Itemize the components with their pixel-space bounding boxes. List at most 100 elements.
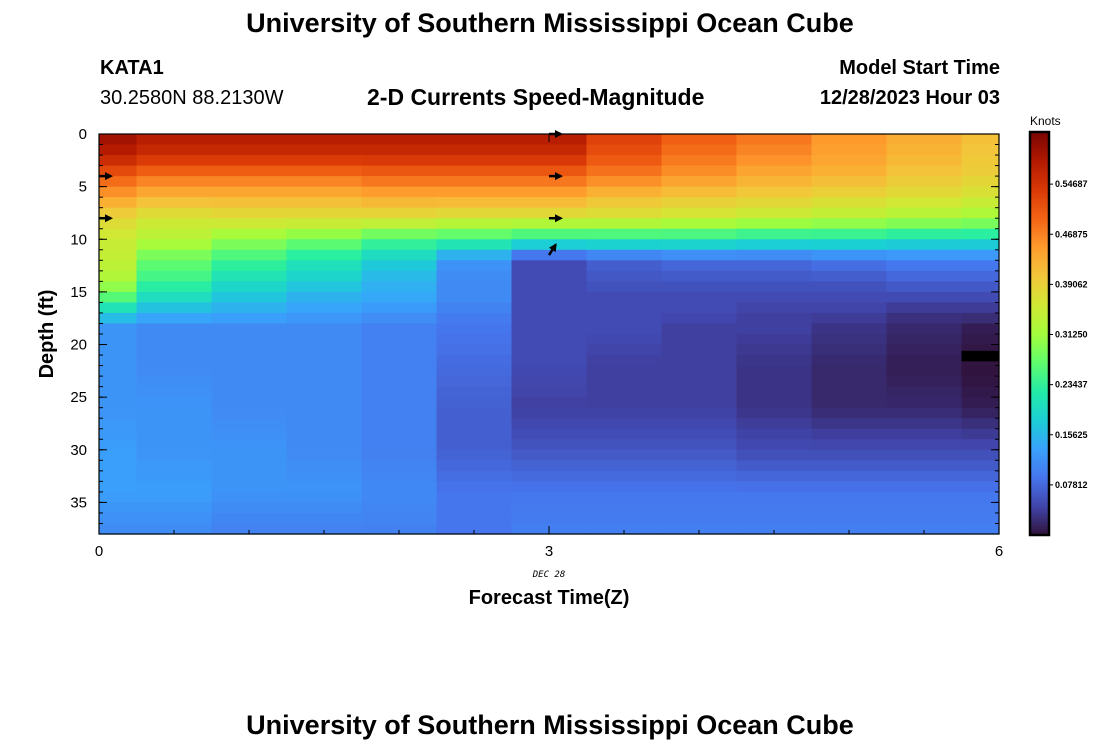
date-label: DEC 28 xyxy=(532,570,566,580)
heatmap-cell xyxy=(286,260,363,272)
heatmap-cell xyxy=(286,207,363,219)
current-vector-arrow xyxy=(549,130,563,138)
heatmap-cell xyxy=(511,239,588,251)
heatmap-cell xyxy=(961,144,1000,156)
colorbar xyxy=(1028,130,1051,537)
heatmap-cell xyxy=(436,460,513,472)
heatmap-cell xyxy=(961,291,1000,304)
heatmap-cell xyxy=(436,407,513,419)
heatmap-cell xyxy=(211,470,288,482)
heatmap-cell xyxy=(136,439,213,451)
heatmap-cell xyxy=(99,228,138,240)
y-tick-label: 5 xyxy=(79,179,87,196)
heatmap-cell xyxy=(736,449,813,461)
main-title-bottom: University of Southern Mississippi Ocean… xyxy=(246,710,854,740)
heatmap-cell xyxy=(436,155,513,167)
heatmap-cell xyxy=(886,291,963,304)
heatmap-cell xyxy=(736,523,813,535)
heatmap-cell xyxy=(511,460,588,472)
heatmap-cell xyxy=(511,186,588,198)
heatmap-cell xyxy=(811,281,888,293)
plot-title: 2-D Currents Speed-Magnitude xyxy=(367,84,705,110)
heatmap-cell xyxy=(361,134,438,146)
heatmap-cell xyxy=(361,165,438,177)
heatmap-cell xyxy=(961,418,1000,430)
heatmap-cell xyxy=(361,355,438,367)
heatmap-cell xyxy=(211,460,288,472)
heatmap-cell xyxy=(811,165,888,177)
heatmap-cell xyxy=(586,397,663,409)
heatmap-cell xyxy=(136,355,213,367)
heatmap-cell xyxy=(736,407,813,419)
heatmap-cell xyxy=(136,260,213,272)
heatmap-cell xyxy=(286,407,363,419)
heatmap-cell xyxy=(136,334,213,346)
heatmap-cell xyxy=(511,207,588,219)
heatmap-cell xyxy=(211,418,288,430)
y-axis-label: Depth (ft) xyxy=(36,290,58,379)
heatmap-cell xyxy=(136,218,213,230)
heatmap-cell xyxy=(811,176,888,188)
heatmap-cell xyxy=(661,344,738,356)
heatmap-cell xyxy=(661,228,738,240)
heatmap-cell xyxy=(211,165,288,177)
heatmap-cell xyxy=(511,512,588,525)
heatmap-cell xyxy=(99,397,138,409)
heatmap-cell xyxy=(136,228,213,240)
heatmap-cell xyxy=(361,218,438,230)
heatmap-cell xyxy=(436,197,513,209)
heatmap-cell xyxy=(886,260,963,272)
heatmap-cell xyxy=(511,249,588,261)
colorbar-tick-label: 0.54687 xyxy=(1055,179,1088,189)
heatmap-cell xyxy=(886,439,963,451)
heatmap-cell xyxy=(886,249,963,261)
heatmap-cell xyxy=(586,249,663,261)
heatmap-cell xyxy=(586,207,663,219)
heatmap-cell xyxy=(661,502,738,514)
heatmap-cell xyxy=(436,449,513,461)
heatmap-cell xyxy=(99,218,138,230)
heatmap-cell xyxy=(99,481,138,493)
heatmap-cell xyxy=(961,428,1000,440)
heatmap-cell xyxy=(99,323,138,335)
heatmap-cell xyxy=(99,344,138,356)
heatmap-cell xyxy=(211,302,288,314)
heatmap-cell xyxy=(99,312,138,325)
heatmap-cell xyxy=(886,323,963,335)
heatmap-cell xyxy=(136,197,213,209)
heatmap-cell xyxy=(99,302,138,314)
heatmap-cell xyxy=(436,134,513,146)
heatmap-cell xyxy=(361,365,438,377)
heatmap-cell xyxy=(211,376,288,388)
colorbar-tick-label: 0.46875 xyxy=(1055,229,1088,239)
heatmap-cell xyxy=(511,334,588,346)
heatmap-cell xyxy=(736,186,813,198)
heatmap-cell xyxy=(961,323,1000,335)
heatmap-cell xyxy=(661,460,738,472)
heatmap-cell xyxy=(661,418,738,430)
heatmap-cell xyxy=(286,281,363,293)
colorbar-tick-label: 0.31250 xyxy=(1055,330,1088,340)
heatmap-cell xyxy=(361,281,438,293)
heatmap-cell xyxy=(99,155,138,167)
heatmap-cell xyxy=(436,144,513,156)
heatmap-cell xyxy=(286,376,363,388)
heatmap-cell xyxy=(286,249,363,261)
heatmap-cell xyxy=(886,365,963,377)
heatmap-cell xyxy=(811,302,888,314)
heatmap-cell xyxy=(586,502,663,514)
heatmap-cell xyxy=(736,491,813,504)
heatmap-cell xyxy=(511,418,588,430)
heatmap-cell xyxy=(886,334,963,346)
heatmap-cell xyxy=(361,376,438,388)
y-tick-label: 20 xyxy=(70,337,87,354)
heatmap-cell xyxy=(436,386,513,398)
heatmap-cell xyxy=(811,197,888,209)
heatmap-cell xyxy=(211,491,288,504)
heatmap-cell xyxy=(511,312,588,325)
heatmap-cell xyxy=(436,355,513,367)
heatmap-cell xyxy=(436,470,513,482)
heatmap-cell xyxy=(99,134,138,146)
heatmap-cell xyxy=(736,344,813,356)
heatmap-cell xyxy=(211,207,288,219)
